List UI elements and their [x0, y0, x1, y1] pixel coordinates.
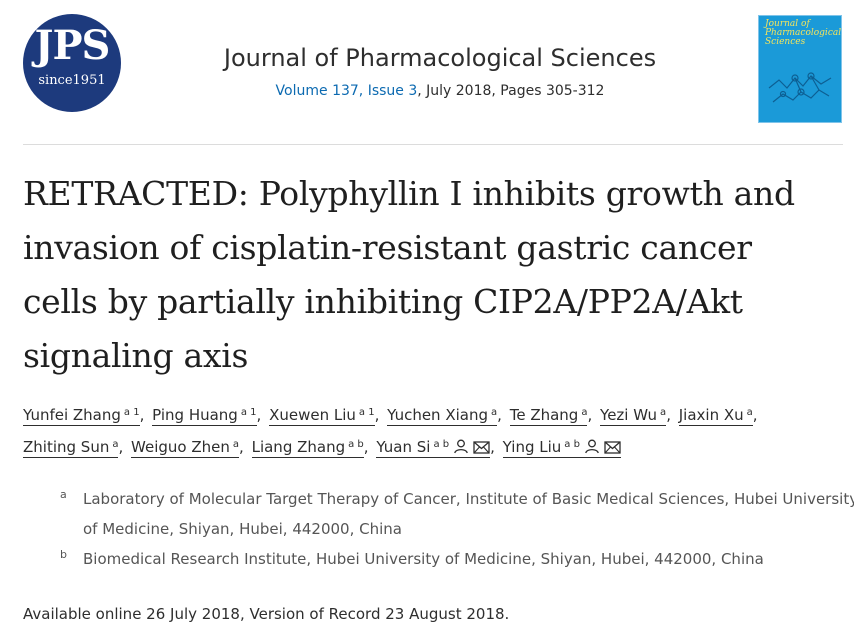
affiliation-text: Biomedical Research Institute, Hubei Uni… — [83, 550, 764, 568]
author-link[interactable]: Zhiting Sun a — [23, 438, 119, 458]
author-link[interactable]: Weiguo Zhen a — [131, 438, 240, 458]
author-link[interactable]: Liang Zhang a b — [251, 438, 364, 458]
author-link[interactable]: Jiaxin Xu a — [678, 406, 753, 426]
author-affiliation-sup: a — [232, 439, 240, 450]
author-link[interactable]: Te Zhang a — [509, 406, 588, 426]
header-divider — [23, 144, 843, 145]
author-separator: , — [139, 406, 145, 424]
author-name: Jiaxin Xu — [678, 406, 744, 424]
logo-text: JPS — [34, 22, 111, 69]
author-affiliation-sup: a — [112, 439, 119, 450]
author-name: Ying Liu — [502, 438, 562, 456]
author-separator: , — [587, 406, 593, 424]
journal-logo[interactable]: JPS since1951 — [23, 14, 121, 112]
author-separator: , — [363, 438, 369, 456]
volume-issue-link[interactable]: Volume 137, Issue 3 — [275, 83, 418, 99]
issue-date-pages: , July 2018, Pages 305-312 — [417, 83, 605, 99]
author-name: Zhiting Sun — [23, 438, 110, 456]
author-link[interactable]: Yunfei Zhang a 1 — [23, 406, 140, 426]
author-link[interactable]: Yuan Si a b — [376, 438, 491, 458]
author-name: Weiguo Zhen — [131, 438, 230, 456]
logo-since: since1951 — [38, 73, 106, 88]
author-affiliation-sup: a b — [348, 439, 364, 450]
author-name: Yezi Wu — [600, 406, 658, 424]
author-name: Liang Zhang — [251, 438, 346, 456]
envelope-icon — [604, 441, 621, 454]
availability-dates: Available online 26 July 2018, Version o… — [23, 605, 510, 623]
author-affiliation-sup: a 1 — [240, 407, 257, 418]
author-name: Te Zhang — [509, 406, 579, 424]
author-link[interactable]: Ying Liu a b — [502, 438, 621, 458]
article-title: RETRACTED: Polyphyllin I inhibits growth… — [23, 174, 795, 375]
author-affiliation-sup: a — [581, 407, 588, 418]
author-affiliation-sup: a b — [433, 439, 450, 450]
person-icon — [585, 439, 599, 454]
author-affiliation-sup: a 1 — [123, 407, 140, 418]
cover-molecule-image — [768, 72, 832, 103]
person-icon — [454, 439, 468, 454]
author-name: Xuewen Liu — [269, 406, 356, 424]
author-affiliation-sup: a — [746, 407, 753, 418]
author-separator: , — [666, 406, 671, 424]
author-affiliation-sup: a — [491, 407, 498, 418]
author-separator: , — [490, 438, 495, 456]
author-separator: , — [239, 438, 244, 456]
author-separator: , — [118, 438, 124, 456]
author-list: Yunfei Zhang a 1, Ping Huang a 1, Xuewen L… — [23, 398, 843, 462]
author-link[interactable]: Xuewen Liu a 1 — [269, 406, 375, 426]
author-name: Yuchen Xiang — [387, 406, 488, 424]
author-separator: , — [497, 406, 502, 424]
cover-title: Journal of Pharmacological Sciences — [765, 19, 842, 47]
author-separator: , — [256, 406, 262, 424]
author-affiliation-sup: a b — [564, 439, 580, 450]
author-name: Yuan Si — [376, 438, 431, 456]
author-separator: , — [752, 406, 758, 424]
author-affiliation-sup: a — [660, 407, 667, 418]
author-link[interactable]: Ping Huang a 1 — [152, 406, 257, 426]
author-affiliation-sup: a 1 — [358, 407, 375, 418]
affiliation-label: b — [60, 548, 67, 561]
author-link[interactable]: Yezi Wu a — [600, 406, 667, 426]
author-name: Ping Huang — [152, 406, 238, 424]
journal-cover-thumbnail[interactable]: Journal of Pharmacological Sciences — [758, 15, 842, 123]
author-name: Yunfei Zhang — [23, 406, 121, 424]
journal-title[interactable]: Journal of Pharmacological Sciences — [223, 44, 657, 72]
issue-line: Volume 137, Issue 3, July 2018, Pages 30… — [150, 80, 730, 102]
envelope-icon — [473, 441, 490, 454]
affiliation-label: a — [60, 488, 67, 501]
author-separator: , — [374, 406, 380, 424]
author-link[interactable]: Yuchen Xiang a — [387, 406, 498, 426]
affiliation-text: Laboratory of Molecular Target Therapy o… — [83, 490, 854, 538]
